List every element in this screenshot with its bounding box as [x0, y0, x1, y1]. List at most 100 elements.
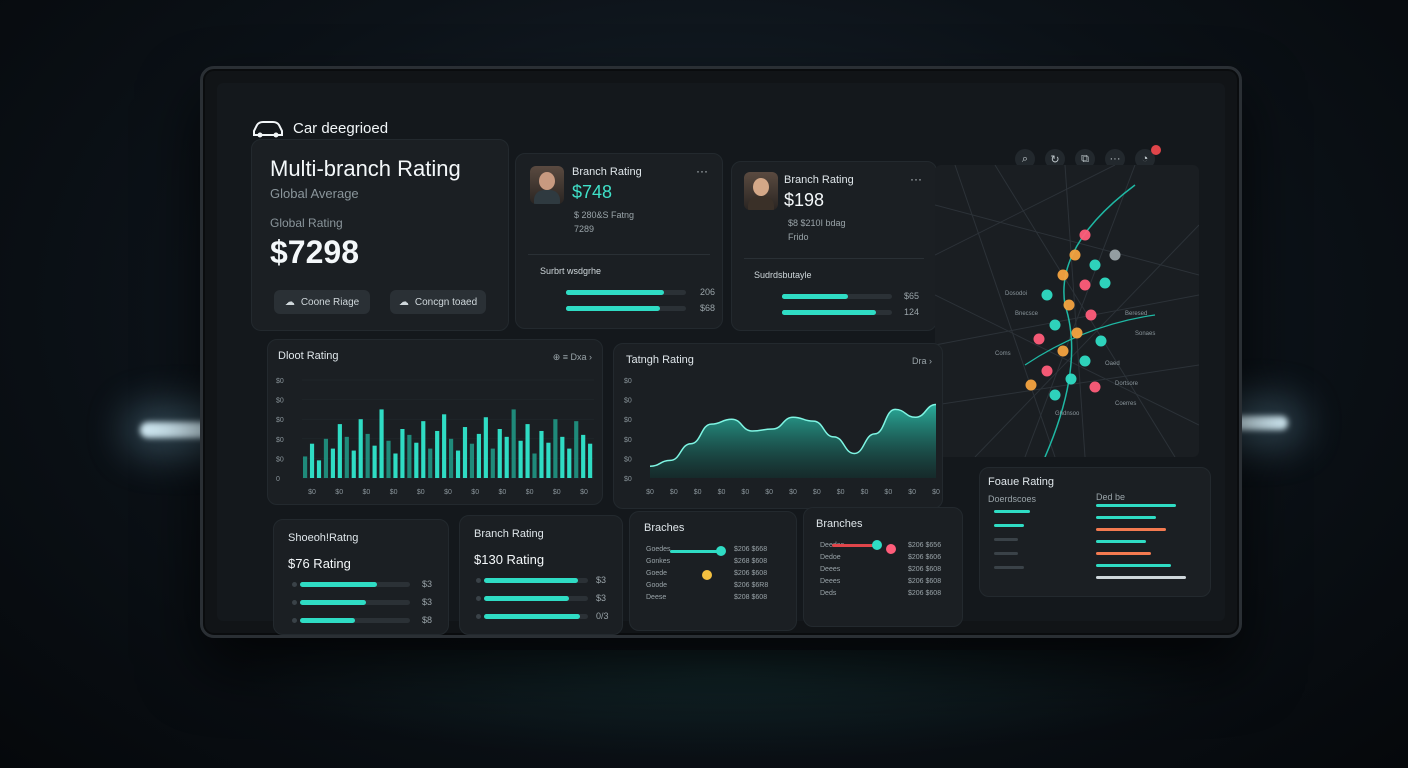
mini-bar	[1096, 564, 1171, 567]
card-title: Branch Rating	[474, 528, 544, 540]
y-tick-label: $0	[624, 476, 632, 483]
map-pin[interactable]	[1025, 379, 1037, 391]
car-icon	[253, 121, 283, 138]
status-dot	[292, 618, 297, 623]
map-pin[interactable]	[1085, 309, 1097, 321]
bottom-card-2: Branch Rating $130 Rating $3 $3 0/3	[459, 515, 623, 635]
chart-controls[interactable]: ⊕ ≡ Dxa ›	[552, 352, 592, 362]
bar	[351, 450, 356, 478]
map-road	[1024, 165, 1136, 457]
x-tick-label: $0	[718, 489, 726, 496]
map-pin[interactable]	[1079, 355, 1091, 367]
status-dot	[566, 290, 571, 295]
map-pin[interactable]	[1069, 249, 1081, 261]
more-icon[interactable]: ···	[696, 164, 708, 178]
map-pin[interactable]	[1071, 327, 1083, 339]
map-pin[interactable]	[1079, 229, 1091, 241]
slider-track[interactable]	[832, 544, 876, 547]
status-dot	[476, 596, 481, 601]
branch-line2: Frido	[788, 232, 809, 242]
progress-bar	[566, 306, 686, 311]
bottom-card-3: Braches Goedes $206 $668 Gonkes $268 $608 Go…	[629, 511, 797, 631]
slider-handle[interactable]	[716, 546, 726, 556]
row-value: $3	[596, 593, 607, 603]
progress-bar	[300, 600, 410, 605]
app-logo[interactable]: Car deegrioed	[251, 117, 388, 139]
branch-card-2: Branch Rating $198 $8 $210I bdag Frido ·…	[731, 161, 937, 331]
map-pin[interactable]	[1033, 333, 1045, 345]
card-title: Foaue Rating	[988, 476, 1055, 488]
header-toolbar: ⌕ ↻ ⧉ ··· ◔	[1015, 145, 1161, 169]
chart-controls[interactable]: Dra ›	[912, 356, 932, 366]
branch-map[interactable]: Dosodoi Bnecsce Beresed Sonaes Coms Oaed Dorts…	[935, 165, 1199, 457]
status-dot	[292, 582, 297, 587]
hero-subtitle: Global Average	[270, 186, 359, 201]
map-pin[interactable]	[1089, 259, 1101, 271]
notification-icon[interactable]: ◔	[1135, 145, 1161, 169]
progress-fill	[300, 600, 366, 605]
map-pin[interactable]	[1079, 279, 1091, 291]
x-tick-label: $0	[694, 489, 702, 496]
x-tick-label: $0	[580, 489, 588, 496]
card-title: Branches	[816, 518, 863, 530]
x-tick-label: $0	[861, 489, 869, 496]
map-pin[interactable]	[1109, 249, 1121, 261]
x-tick-label: $0	[813, 489, 821, 496]
copy-icon[interactable]: ⧉	[1075, 149, 1095, 169]
map-roads: Dosodoi Bnecsce Beresed Sonaes Coms Oaed Dorts…	[935, 165, 1199, 457]
item-name: Deds	[820, 590, 837, 597]
bar	[588, 443, 593, 478]
map-pin[interactable]	[1063, 299, 1075, 311]
bar	[455, 450, 461, 478]
concgn-button[interactable]: ☁ Concgn toaed	[390, 290, 486, 314]
y-tick-label: $0	[624, 398, 632, 405]
bar-chart-card: Dloot Rating ⊕ ≡ Dxa › $0 $0 $0 $0 $0 0 $0 $0 $0…	[267, 339, 603, 505]
map-pin[interactable]	[1099, 277, 1111, 289]
card-value: $76 Rating	[288, 556, 351, 571]
more-icon[interactable]: ···	[1105, 149, 1125, 169]
bar	[518, 440, 523, 478]
bar	[511, 409, 516, 478]
refresh-icon[interactable]: ↻	[1045, 149, 1065, 169]
map-road	[1064, 165, 1086, 457]
map-pin[interactable]	[1049, 389, 1061, 401]
x-tick-label: $0	[526, 489, 534, 496]
branch-line2: 7289	[574, 224, 595, 234]
row-value: $3	[596, 575, 607, 585]
map-pin[interactable]	[1041, 289, 1053, 301]
status-dot	[782, 310, 787, 315]
slider-handle[interactable]	[872, 540, 882, 550]
bar	[337, 424, 342, 478]
map-pin[interactable]	[1057, 345, 1069, 357]
y-tick-label: $0	[624, 378, 632, 385]
slider-handle[interactable]	[702, 570, 712, 580]
search-icon[interactable]: ⌕	[1015, 149, 1035, 169]
map-pin[interactable]	[1049, 319, 1061, 331]
y-tick-label: $0	[276, 398, 284, 405]
map-pin[interactable]	[1057, 269, 1069, 281]
bar	[449, 438, 454, 478]
bar	[323, 438, 329, 478]
map-pin[interactable]	[1041, 365, 1053, 377]
bar	[532, 453, 537, 478]
slider-track[interactable]	[670, 550, 720, 553]
bar	[560, 436, 565, 478]
y-tick-label: $0	[276, 437, 284, 444]
bar	[553, 419, 558, 478]
coone-button[interactable]: ☁ Coone Riage	[274, 290, 370, 314]
item-value: $206 $608	[908, 566, 942, 573]
rating-label: Global Rating	[270, 216, 343, 230]
more-icon[interactable]: ···	[910, 172, 922, 186]
bar	[393, 453, 398, 478]
x-tick-label: $0	[363, 489, 371, 496]
map-pin[interactable]	[1095, 335, 1107, 347]
coone-button-label: Coone Riage	[300, 296, 360, 308]
x-tick-label: $0	[553, 489, 561, 496]
map-pin[interactable]	[1089, 381, 1101, 393]
screen: Car deegrioed ⌕ ↻ ⧉ ··· ◔ Multi-branch R…	[217, 83, 1225, 635]
slider-handle[interactable]	[886, 544, 896, 554]
chart-title: Dloot Rating	[278, 350, 339, 362]
row-value: $3	[422, 597, 433, 607]
map-pin[interactable]	[1065, 373, 1077, 385]
x-tick-label: $0	[932, 489, 940, 496]
